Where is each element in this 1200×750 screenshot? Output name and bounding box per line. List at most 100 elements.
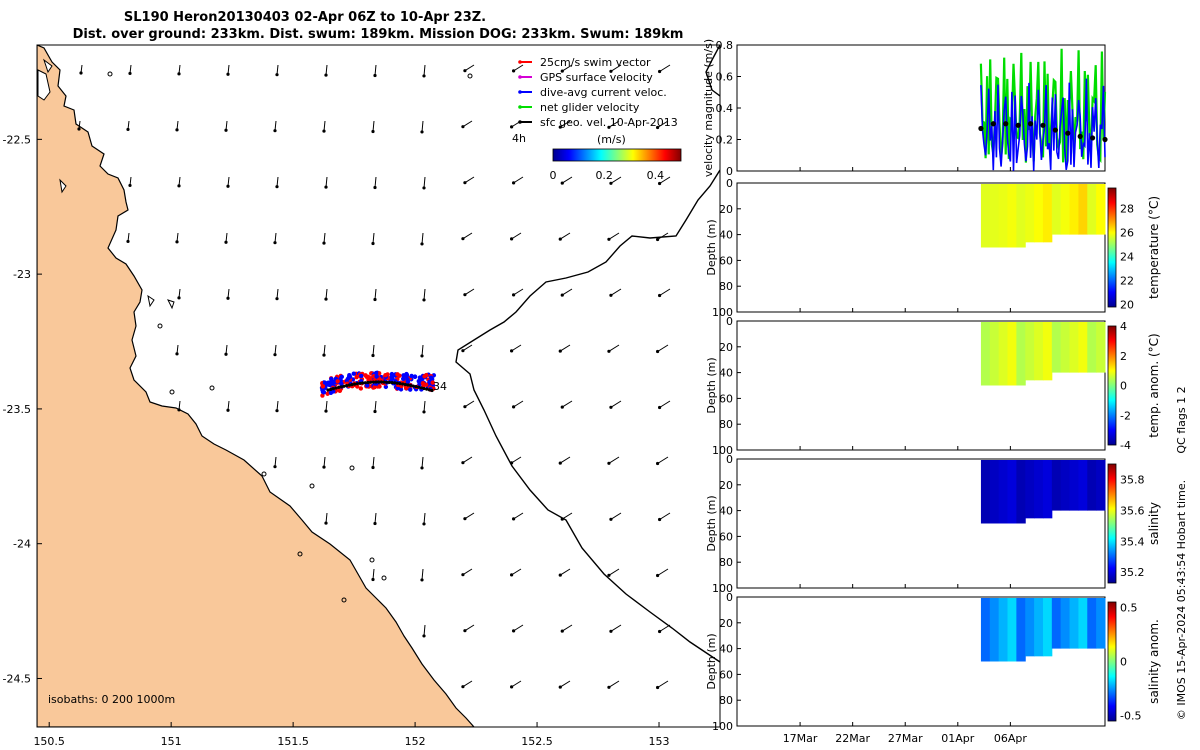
velocity-vector-head (273, 465, 277, 469)
velocity-vector (657, 232, 669, 240)
velocity-vector (562, 64, 573, 72)
depth-tick-label: 0 (726, 453, 733, 466)
velocity-vector (562, 400, 573, 408)
track-center-point (353, 382, 357, 386)
velocity-vector-head (324, 297, 328, 301)
velocity-vector-head (324, 521, 328, 525)
velocity-vector (462, 120, 473, 128)
track-center-point (342, 384, 346, 388)
velocity-vector-head (226, 184, 230, 188)
profile-label: temp. anom. (°C) (1147, 333, 1161, 437)
velocity-vector-head (463, 293, 467, 297)
velocity-vector-head (609, 517, 613, 521)
profile-cell (989, 460, 1000, 524)
velocity-vector-head (226, 72, 230, 76)
depth-tick-label: 40 (719, 229, 733, 242)
velocity-vector-head (422, 410, 426, 414)
track-center-point (411, 384, 415, 388)
velocity-y-tick-label: 0.4 (716, 102, 734, 115)
velocity-series-diveavg (980, 78, 1106, 171)
map-x-tick-label: 152 (405, 735, 426, 748)
velocity-vector-head (511, 181, 516, 185)
profile-label: temperature (°C) (1147, 196, 1161, 299)
profile-cell (1007, 322, 1017, 386)
speed-colorbar (552, 148, 682, 162)
velocity-vector-head (558, 349, 562, 353)
velocity-vector-head (371, 129, 375, 134)
velocity-vector-head (324, 409, 328, 413)
colorbar-tick-label: 20 (1120, 299, 1134, 312)
colorbar-tick-label: -0.5 (1120, 710, 1141, 723)
depth-axis-label: Depth (m) (705, 219, 718, 275)
track-point (321, 390, 326, 395)
velocity-vector (659, 624, 671, 632)
velocity-vector-head (79, 71, 83, 75)
map-y-ticks: -22.5 -23 -23.5 -24 -24.5 (3, 133, 42, 685)
profile-cell (1096, 598, 1106, 649)
colorbar-tick-label: 0 (1120, 380, 1127, 393)
velocity-vector-head (177, 296, 181, 300)
profile-cell (1096, 460, 1106, 511)
velocity-vector-head (373, 409, 377, 414)
velocity-vector-head (175, 352, 179, 356)
track-center-point (363, 381, 367, 385)
velocity-vector-head (273, 129, 277, 133)
velocity-vector-head (461, 573, 465, 577)
colorbar-tick-label: 0 (550, 169, 557, 182)
colorbar-tick-label: 24 (1120, 251, 1134, 264)
velocity-vector-head (560, 629, 564, 633)
track-center-point (339, 385, 343, 389)
profile-cell (1034, 460, 1044, 519)
track-center-point (419, 386, 423, 390)
isobath-contour (455, 45, 720, 663)
track-point (354, 375, 359, 380)
velocity-vector (610, 400, 622, 408)
velocity-vector (374, 400, 377, 412)
colorbar-tick-label: 35.4 (1120, 535, 1145, 548)
depth-tick-label: 60 (719, 392, 733, 405)
velocity-vector-head (128, 183, 132, 188)
velocity-vector-head (658, 405, 662, 410)
velocity-vector (276, 176, 279, 187)
profile-cell (980, 322, 991, 386)
velocity-vector-head (510, 573, 514, 577)
velocity-vector-head (420, 354, 424, 358)
velocity-vector-head (656, 349, 660, 354)
profile-cell (1078, 460, 1088, 511)
legend-label: sfc geo. vel. 10-Apr-2013 (540, 116, 678, 129)
velocity-vector (374, 176, 377, 188)
velocity-vector (511, 344, 522, 352)
profile-cell (1060, 322, 1071, 373)
velocity-vector (462, 568, 473, 576)
map-y-tick-label: -24.5 (3, 672, 31, 685)
track-center-point (337, 385, 341, 390)
track-center-point (417, 385, 421, 389)
colorbar-tick-label: 4 (1120, 320, 1127, 333)
velocity-vector-head (461, 349, 465, 353)
velocity-y-tick-label: 0.8 (716, 39, 734, 52)
geo-velocity-point (1015, 122, 1021, 128)
velocity-vector-head (656, 125, 660, 130)
map-y-tick-label: -22.5 (3, 133, 31, 146)
speed-colorbar-ticks: 0 0.2 0.4 (550, 169, 665, 182)
velocity-vector-head (609, 181, 613, 185)
velocity-vector-head (511, 517, 516, 521)
velocity-vector (464, 400, 475, 408)
islands (37, 58, 175, 310)
velocity-vector-head (607, 125, 611, 129)
velocity-vector-head (461, 685, 465, 689)
date-tick-label: 27Mar (888, 732, 923, 745)
profile-cell (1034, 598, 1044, 657)
depth-tick-label: 80 (719, 418, 733, 431)
track-center-point (390, 381, 394, 385)
profile-cell (1069, 184, 1079, 235)
imos-credit: © IMOS 15-Apr-2024 05:43:54 Hobart time. (1175, 480, 1188, 720)
velocity-vector (610, 288, 622, 296)
track-point (412, 374, 418, 379)
velocity-vector (608, 456, 620, 464)
track-center-point (425, 387, 429, 391)
velocity-vector (276, 64, 279, 75)
profile-cell (989, 322, 1000, 386)
track-point (364, 383, 370, 388)
track-point (383, 384, 389, 390)
